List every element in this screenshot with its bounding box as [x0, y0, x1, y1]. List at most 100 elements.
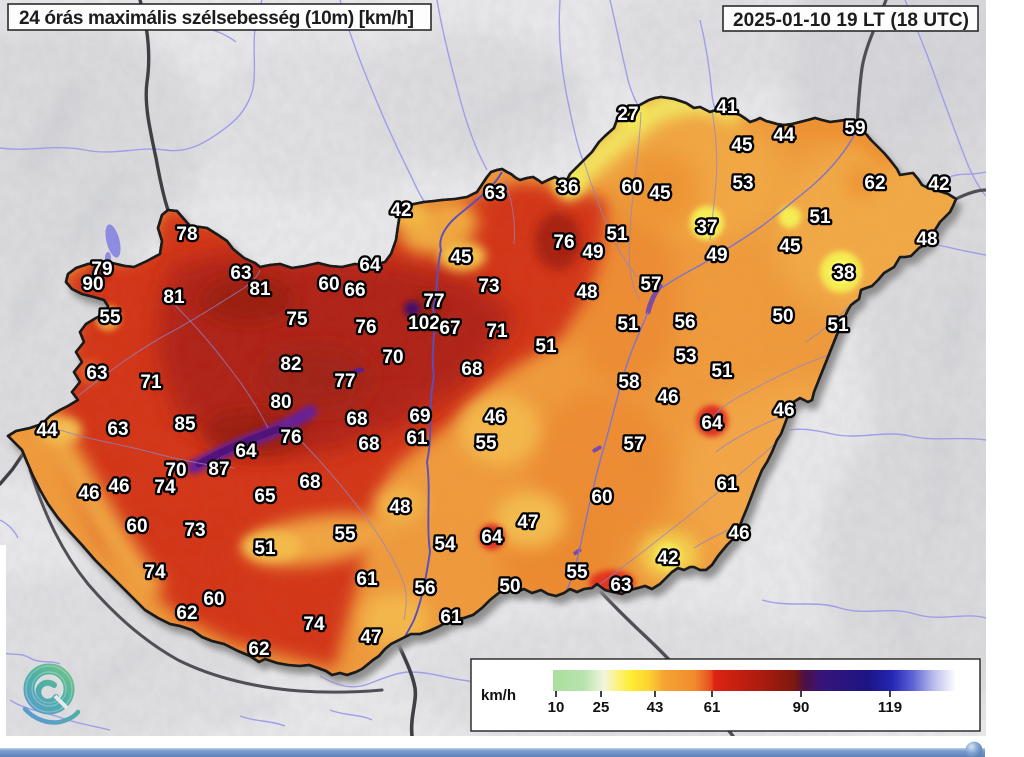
svg-text:49: 49	[582, 242, 603, 263]
svg-text:47: 47	[360, 627, 381, 648]
svg-text:76: 76	[355, 317, 376, 338]
svg-text:25: 25	[593, 699, 610, 716]
svg-text:56: 56	[414, 578, 435, 599]
svg-text:85: 85	[174, 414, 196, 435]
svg-text:57: 57	[640, 274, 661, 295]
svg-text:70: 70	[382, 347, 403, 368]
svg-text:64: 64	[481, 527, 503, 548]
svg-text:46: 46	[657, 387, 678, 408]
svg-text:47: 47	[517, 512, 538, 533]
svg-text:62: 62	[248, 639, 269, 660]
svg-text:50: 50	[772, 306, 793, 327]
svg-text:38: 38	[833, 263, 854, 284]
svg-text:46: 46	[728, 523, 749, 544]
svg-text:59: 59	[844, 118, 865, 139]
svg-text:60: 60	[126, 516, 147, 537]
svg-text:50: 50	[499, 576, 520, 597]
svg-text:2025-01-10 19 LT (18 UTC): 2025-01-10 19 LT (18 UTC)	[733, 10, 969, 31]
svg-text:74: 74	[154, 477, 176, 498]
svg-text:74: 74	[144, 562, 166, 583]
svg-text:71: 71	[486, 321, 508, 342]
svg-text:74: 74	[303, 614, 325, 635]
svg-text:64: 64	[235, 441, 257, 462]
svg-text:68: 68	[299, 472, 320, 493]
svg-text:73: 73	[478, 276, 499, 297]
svg-text:63: 63	[86, 363, 107, 384]
svg-text:76: 76	[280, 427, 301, 448]
svg-text:75: 75	[286, 309, 308, 330]
svg-text:60: 60	[318, 274, 339, 295]
svg-text:60: 60	[591, 487, 612, 508]
svg-text:43: 43	[647, 699, 664, 716]
svg-text:63: 63	[107, 419, 128, 440]
svg-text:41: 41	[716, 97, 738, 118]
svg-text:51: 51	[617, 314, 639, 335]
svg-text:44: 44	[773, 125, 795, 146]
svg-text:61: 61	[440, 607, 462, 628]
svg-text:51: 51	[606, 224, 628, 245]
svg-text:42: 42	[657, 548, 678, 569]
svg-text:62: 62	[864, 173, 885, 194]
svg-text:46: 46	[773, 400, 794, 421]
svg-text:82: 82	[280, 354, 301, 375]
svg-text:45: 45	[731, 135, 753, 156]
svg-text:45: 45	[779, 236, 801, 257]
svg-text:51: 51	[711, 361, 733, 382]
svg-text:90: 90	[82, 274, 103, 295]
svg-text:90: 90	[793, 699, 810, 716]
svg-text:55: 55	[566, 562, 588, 583]
svg-text:24 órás maximális szélsebesség: 24 órás maximális szélsebesség (10m) [km…	[19, 8, 414, 29]
svg-text:80: 80	[270, 392, 291, 413]
svg-text:49: 49	[706, 245, 727, 266]
svg-text:76: 76	[553, 232, 574, 253]
svg-text:65: 65	[254, 486, 276, 507]
svg-text:71: 71	[140, 372, 162, 393]
svg-text:37: 37	[696, 217, 717, 238]
svg-text:63: 63	[230, 263, 251, 284]
svg-text:51: 51	[809, 207, 831, 228]
svg-text:64: 64	[359, 255, 381, 276]
svg-text:78: 78	[176, 224, 197, 245]
svg-text:68: 68	[346, 409, 367, 430]
svg-text:53: 53	[675, 346, 696, 367]
svg-text:51: 51	[827, 315, 849, 336]
svg-text:10: 10	[548, 699, 565, 716]
svg-text:79: 79	[91, 259, 112, 280]
svg-text:61: 61	[716, 474, 738, 495]
svg-text:51: 51	[535, 336, 557, 357]
svg-text:68: 68	[461, 359, 482, 380]
svg-text:81: 81	[163, 287, 185, 308]
svg-text:55: 55	[475, 433, 497, 454]
svg-text:68: 68	[358, 434, 379, 455]
svg-text:67: 67	[439, 318, 460, 339]
svg-text:87: 87	[208, 459, 229, 480]
svg-text:64: 64	[701, 413, 723, 434]
svg-text:60: 60	[621, 177, 642, 198]
svg-text:61: 61	[406, 428, 428, 449]
svg-text:81: 81	[249, 279, 271, 300]
svg-text:61: 61	[356, 569, 378, 590]
svg-text:48: 48	[576, 282, 597, 303]
svg-text:48: 48	[389, 497, 410, 518]
svg-text:45: 45	[649, 183, 671, 204]
svg-text:44: 44	[36, 420, 58, 441]
svg-text:60: 60	[203, 589, 224, 610]
svg-text:36: 36	[557, 177, 578, 198]
svg-text:73: 73	[184, 520, 205, 541]
svg-text:45: 45	[450, 247, 472, 268]
svg-text:46: 46	[78, 483, 99, 504]
svg-text:77: 77	[334, 371, 355, 392]
svg-text:62: 62	[176, 603, 197, 624]
svg-text:54: 54	[434, 534, 456, 555]
svg-text:56: 56	[674, 312, 695, 333]
svg-text:55: 55	[99, 307, 121, 328]
svg-text:48: 48	[916, 229, 937, 250]
svg-text:63: 63	[610, 575, 631, 596]
svg-text:102: 102	[408, 313, 440, 334]
svg-text:58: 58	[618, 372, 639, 393]
svg-text:27: 27	[617, 104, 638, 125]
svg-text:66: 66	[344, 280, 365, 301]
svg-text:119: 119	[878, 699, 902, 716]
svg-text:57: 57	[623, 434, 644, 455]
svg-text:63: 63	[484, 183, 505, 204]
